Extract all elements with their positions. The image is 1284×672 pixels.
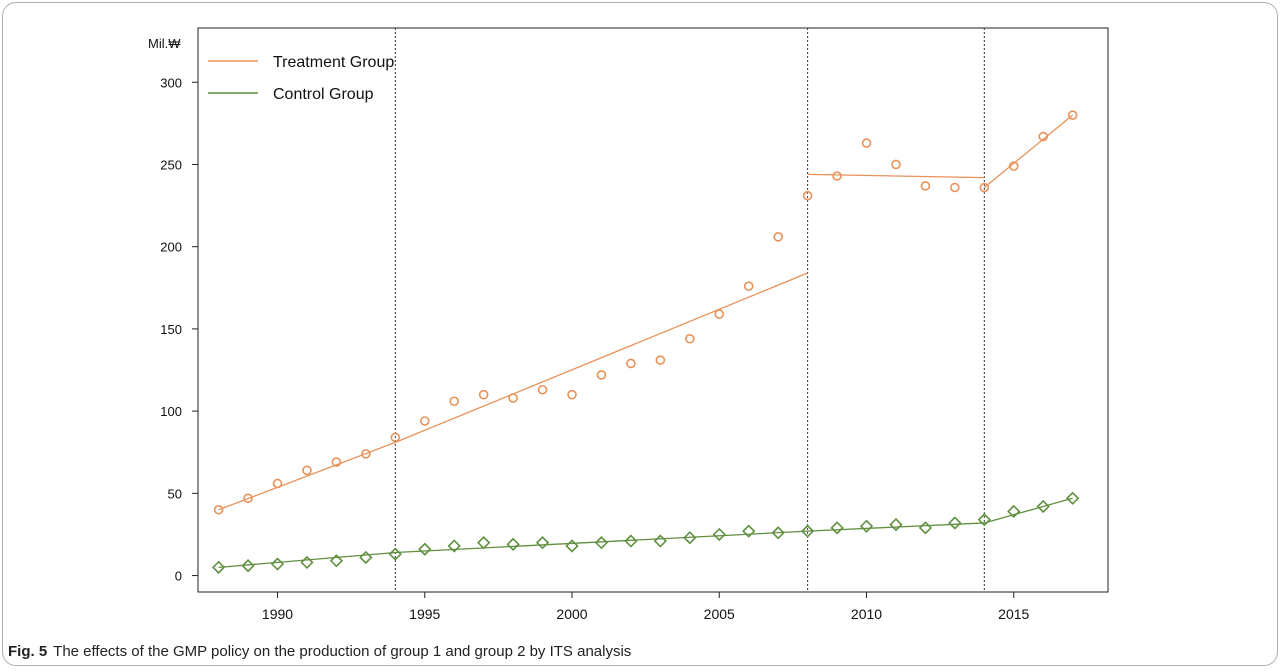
treatment-point (920, 181, 931, 191)
treatment-point (626, 358, 636, 369)
treatment-point (272, 478, 283, 489)
fit-segment (395, 272, 808, 443)
chart: 0 50 100 150 200 250 300 1990 1995 2000 2005 2010 20… (148, 27, 1109, 622)
treatment-point (685, 333, 695, 344)
fit-segment (218, 441, 396, 511)
control-point (535, 536, 550, 550)
treatment-point (361, 449, 371, 459)
x-tick-label: 2005 (704, 606, 735, 622)
control-point (742, 524, 756, 538)
axes: 0 50 100 150 200 250 300 1990 1995 2000 2005 2010 20… (160, 27, 1109, 622)
figure-caption-text: The effects of the GMP policy on the pro… (53, 643, 632, 660)
figure-caption: Fig. 5 The effects of the GMP policy on t… (8, 643, 631, 660)
y-tick-label: 250 (160, 157, 182, 172)
control-point (653, 534, 667, 548)
treatment-point (213, 504, 224, 515)
treatment-point (714, 309, 725, 319)
control-point (211, 560, 226, 574)
fit-segment (395, 530, 808, 554)
control-point (918, 521, 933, 535)
control-point (859, 519, 874, 533)
treatment-point (1008, 161, 1019, 171)
control-point (977, 513, 991, 527)
x-tick-label: 1995 (409, 606, 440, 622)
control-point (565, 539, 579, 553)
control-point (1007, 504, 1021, 519)
control-point (477, 536, 491, 550)
figure-label: Fig. 5 (8, 643, 48, 660)
y-tick-label: 300 (160, 75, 182, 90)
treatment-point (537, 384, 548, 395)
control-point (1036, 499, 1050, 514)
fit-segment (807, 522, 985, 532)
control-point (830, 521, 844, 535)
control-point (388, 547, 402, 561)
control-point (418, 542, 432, 556)
treatment-point (390, 432, 401, 443)
treatment-point (891, 159, 901, 170)
y-axis-unit-label: Mil.₩ (148, 36, 181, 51)
control-point (1066, 491, 1080, 505)
control-point (241, 559, 255, 573)
fit-lines (218, 114, 1074, 568)
y-tick-label: 0 (175, 569, 182, 584)
treatment-point (596, 370, 607, 380)
control-point (889, 517, 903, 532)
treatment-point (1067, 110, 1078, 120)
control-point (270, 557, 285, 571)
control-point (300, 555, 314, 570)
y-tick-label: 150 (160, 322, 182, 337)
fit-segment (807, 173, 985, 179)
control-point (329, 554, 344, 568)
x-tick-label: 1990 (262, 606, 293, 622)
x-tick-label: 2015 (998, 606, 1029, 622)
y-tick-label: 200 (160, 240, 182, 255)
treatment-point (743, 281, 754, 291)
control-point (506, 537, 520, 551)
interruption-lines (394, 28, 985, 592)
treatment-point (950, 182, 960, 193)
legend-label: Control Group (273, 86, 374, 103)
control-point (624, 534, 638, 548)
treatment-point (419, 416, 430, 426)
control-point (683, 531, 697, 545)
x-tick-label: 2010 (851, 606, 882, 622)
treatment-point (832, 171, 842, 181)
legend-label: Treatment Group (273, 54, 394, 71)
treatment-point (1038, 131, 1049, 142)
treatment-point (802, 190, 813, 201)
control-point (447, 539, 461, 553)
fit-segment (218, 551, 396, 568)
treatment-point (567, 389, 577, 400)
data-points (211, 110, 1080, 574)
treatment-point (331, 457, 342, 467)
treatment-point (478, 389, 489, 400)
control-point (712, 527, 726, 542)
y-tick-label: 50 (168, 486, 182, 501)
treatment-point (508, 393, 518, 403)
control-point (771, 526, 785, 540)
treatment-point (861, 138, 872, 148)
control-point (594, 536, 609, 550)
fit-segment (984, 497, 1073, 524)
treatment-point (243, 493, 253, 504)
treatment-point (302, 465, 312, 476)
treatment-point (449, 396, 460, 407)
y-tick-label: 100 (160, 404, 182, 419)
treatment-point (655, 355, 666, 365)
treatment-point (773, 232, 783, 242)
control-point (800, 524, 815, 538)
control-point (948, 516, 962, 530)
legend: Treatment Group Control Group (208, 54, 394, 103)
fit-segment (983, 114, 1074, 189)
treatment-point (979, 182, 990, 193)
x-tick-label: 2000 (556, 606, 587, 622)
plot-area-border (197, 27, 1109, 593)
control-point (359, 550, 373, 565)
